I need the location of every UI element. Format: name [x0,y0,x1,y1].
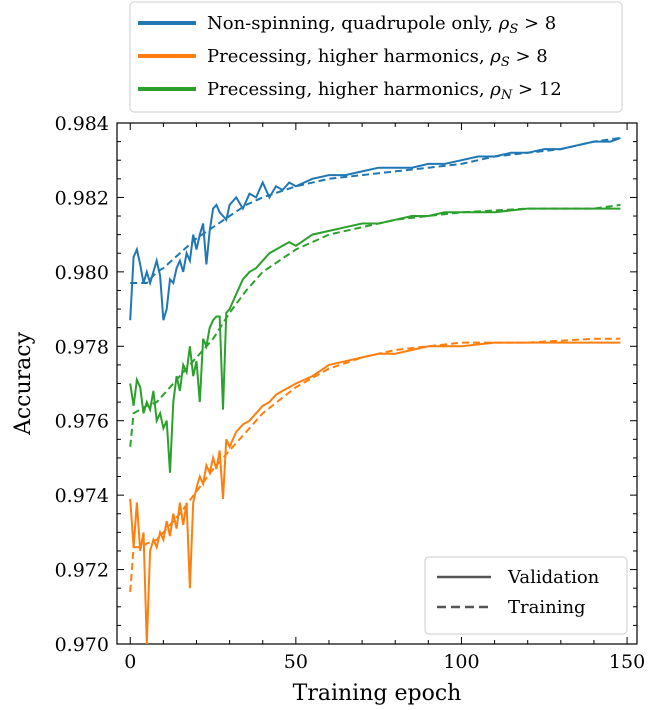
y-tick-label: 0.982 [55,187,109,209]
y-tick-label: 0.984 [55,113,109,135]
legend-label-0: Non-spinning, quadrupole only, ρS > 8 [207,13,556,37]
series-1-training-line [129,337,621,592]
style-legend-label-1: Training [508,597,586,618]
series-2-training-line [129,203,621,447]
series-0-training-line [130,136,621,284]
x-tick-label: 50 [284,651,308,673]
y-tick-label: 0.978 [55,336,109,358]
x-tick-label: 0 [124,651,136,673]
series-legend-frame [129,1,623,113]
y-tick-label: 0.976 [55,411,109,433]
y-tick-label: 0.970 [55,634,109,656]
x-tick-label: 150 [609,651,645,673]
series-1-validation-line [129,341,621,644]
y-axis-label: Accuracy [11,331,36,436]
style-legend: Validation Training [424,556,628,635]
x-tick-label: 100 [443,651,479,673]
style-legend-label-0: Validation [507,567,600,588]
x-axis-label: Training epoch [293,681,462,706]
y-tick-label: 0.980 [55,262,109,284]
series-2-validation-line [129,207,621,473]
legend-label-1: Precessing, higher harmonics, ρS > 8 [207,46,548,70]
series-0-validation-line [129,136,621,321]
y-tick-label: 0.974 [55,485,109,507]
series-legend: Non-spinning, quadrupole only, ρS > 8 Pre… [129,1,623,113]
legend-label-2: Precessing, higher harmonics, ρN > 12 [207,79,562,103]
plot-lines [129,136,621,644]
plot-axes: 0 50 100 150 0.970 0.972 0.974 0.976 0.978 0.980 0… [55,113,646,673]
y-tick-label: 0.972 [55,560,109,582]
